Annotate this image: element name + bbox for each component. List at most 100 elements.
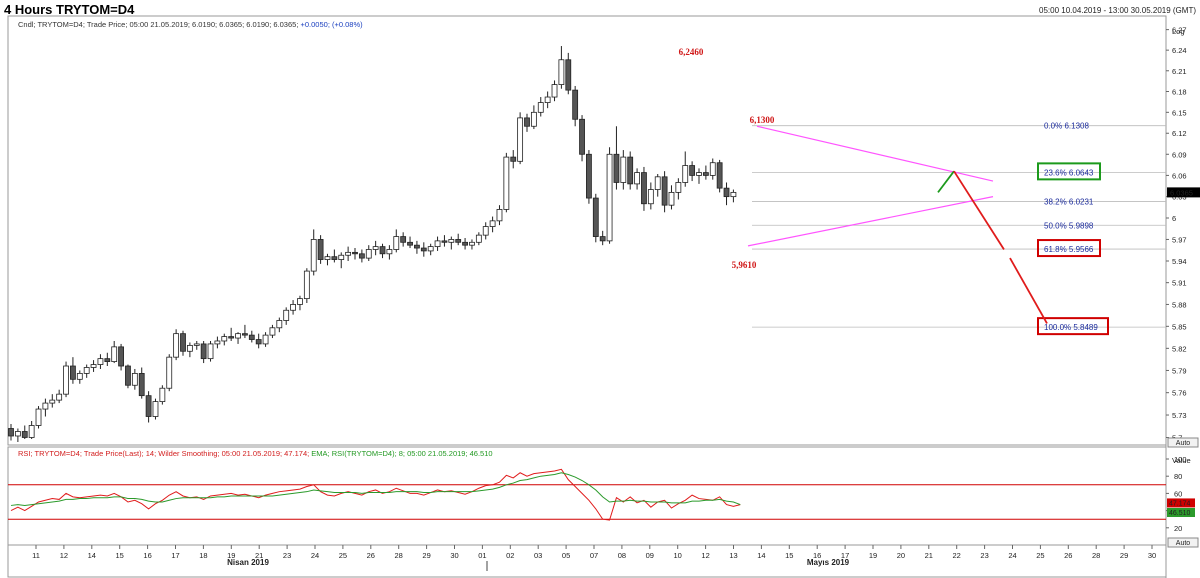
- candle: [358, 253, 365, 259]
- y-tick-label: 6.18: [1172, 87, 1187, 96]
- x-tick-label: 16: [813, 551, 821, 560]
- candle: [310, 239, 317, 272]
- rsi-legend-text: RSI; TRYTOM=D4; Trade Price(Last); 14; W…: [18, 449, 310, 458]
- candle: [35, 408, 42, 426]
- candle: [76, 373, 83, 380]
- last-price-label: 6.0365: [1170, 188, 1193, 197]
- projection-line-2: [1009, 257, 1048, 324]
- y-tick-label: 6: [1172, 214, 1176, 223]
- x-tick-label: 08: [618, 551, 626, 560]
- candle: [496, 209, 503, 222]
- candle: [448, 239, 455, 243]
- ema-line: [10, 472, 741, 506]
- y-tick-label: 5.88: [1172, 300, 1187, 309]
- candle: [118, 346, 124, 367]
- candle: [647, 189, 654, 205]
- rsi-tick-label: 60: [1174, 489, 1182, 498]
- candle: [455, 239, 462, 243]
- y-tick-label: 6.15: [1172, 108, 1187, 117]
- x-tick-label: 24: [1008, 551, 1016, 560]
- auto-button-price: [1167, 437, 1199, 448]
- auto-button-label: Auto: [1176, 540, 1191, 547]
- candle: [702, 172, 709, 176]
- x-tick-label: 17: [171, 551, 179, 560]
- x-tick-label: 19: [869, 551, 877, 560]
- candle: [641, 172, 647, 205]
- candle: [338, 254, 345, 260]
- triangle-upper-line: [756, 125, 994, 182]
- candle: [441, 240, 448, 243]
- candle: [462, 241, 468, 246]
- x-tick-label: 14: [757, 551, 765, 560]
- candle: [551, 84, 558, 98]
- candle: [255, 339, 262, 345]
- candle: [248, 334, 255, 340]
- fib-label: 38.2% 6.0231: [1044, 198, 1094, 207]
- x-tick-label: 22: [953, 551, 961, 560]
- x-tick-label: 11: [32, 551, 40, 560]
- fib-label: 50.0% 5.9898: [1044, 221, 1094, 230]
- candle: [620, 156, 627, 183]
- x-tick-label: 17: [841, 551, 849, 560]
- rsi-tick-label: 100: [1174, 455, 1187, 464]
- candle: [420, 247, 427, 252]
- fib-label: 100.0% 5.8489: [1044, 323, 1098, 332]
- rsi-line: [10, 468, 741, 521]
- candle: [524, 117, 530, 127]
- x-tick-label: 20: [897, 551, 905, 560]
- x-tick-label: 30: [1148, 551, 1156, 560]
- x-tick-label: 19: [227, 551, 235, 560]
- x-tick-label: 16: [143, 551, 151, 560]
- candle: [14, 431, 21, 437]
- candle: [345, 251, 352, 256]
- candle: [696, 172, 702, 176]
- candle: [544, 96, 551, 103]
- candle: [104, 358, 111, 362]
- candle: [572, 89, 579, 120]
- fib-highlight-box: [1037, 162, 1101, 181]
- rsi-value-label: 47.174: [1169, 500, 1191, 507]
- log-scale-label: Log: [1172, 27, 1185, 36]
- x-tick-label: 25: [339, 551, 347, 560]
- rsi-axis-label: Value: [1172, 456, 1191, 465]
- month-label: Mayıs 2019: [807, 558, 850, 567]
- peak-annotation: 6,1300: [750, 115, 775, 125]
- candle: [166, 356, 173, 389]
- candle: [145, 395, 152, 417]
- rsi-legend: RSI; TRYTOM=D4; Trade Price(Last); 14; W…: [18, 449, 493, 458]
- candle: [599, 236, 606, 242]
- candle: [613, 153, 620, 183]
- rsi-panel-frame: [7, 446, 1167, 546]
- candle: [83, 367, 90, 374]
- candle: [111, 346, 118, 362]
- candle: [510, 156, 517, 162]
- candle: [414, 244, 420, 249]
- candle: [283, 309, 290, 321]
- candle: [393, 236, 400, 250]
- auto-button-label: Auto: [1176, 440, 1191, 447]
- candle: [262, 334, 269, 345]
- x-tick-label: 26: [1064, 551, 1072, 560]
- candle: [365, 249, 372, 259]
- x-tick-label: 12: [701, 551, 709, 560]
- candle: [469, 241, 475, 246]
- x-tick-label: 15: [116, 551, 124, 560]
- candle: [290, 304, 296, 311]
- y-tick-label: 6.21: [1172, 67, 1187, 76]
- rsi-tick-label: 20: [1174, 524, 1182, 533]
- y-tick-label: 6.12: [1172, 129, 1187, 138]
- low-annotation: 5,9610: [732, 260, 757, 270]
- price-legend: Cndl; TRYTOM=D4; Trade Price; 05:00 21.0…: [18, 20, 363, 29]
- candle: [221, 336, 228, 342]
- x-tick-label: 12: [60, 551, 68, 560]
- x-tick-label: 30: [450, 551, 458, 560]
- candle: [475, 234, 482, 243]
- candle: [407, 241, 413, 246]
- fib-highlight-box: [1037, 239, 1101, 258]
- y-tick-label: 5.91: [1172, 279, 1187, 288]
- candle: [56, 393, 63, 401]
- candle: [97, 358, 104, 365]
- candle: [682, 165, 689, 183]
- candle: [63, 365, 69, 395]
